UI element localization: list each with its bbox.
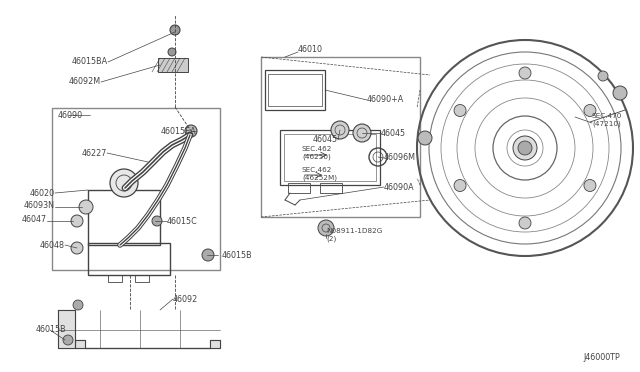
- Circle shape: [353, 124, 371, 142]
- Bar: [52, 108, 220, 270]
- Circle shape: [331, 121, 349, 139]
- Text: 46015B: 46015B: [222, 250, 253, 260]
- Circle shape: [518, 141, 532, 155]
- Bar: [320, 183, 342, 193]
- Bar: [158, 58, 188, 72]
- Bar: [284, 134, 376, 181]
- Text: 46015C: 46015C: [167, 217, 198, 225]
- Circle shape: [584, 105, 596, 116]
- Bar: [108, 275, 122, 282]
- Bar: [88, 243, 170, 275]
- Circle shape: [584, 180, 596, 192]
- Text: SEC.462
(46250): SEC.462 (46250): [302, 146, 332, 160]
- Circle shape: [454, 105, 466, 116]
- Circle shape: [170, 25, 180, 35]
- Text: 46045: 46045: [313, 135, 338, 144]
- Circle shape: [598, 71, 608, 81]
- Circle shape: [79, 200, 93, 214]
- Text: 46090: 46090: [58, 110, 83, 119]
- Text: 46047: 46047: [22, 215, 47, 224]
- Text: 46020: 46020: [30, 189, 55, 198]
- Circle shape: [71, 242, 83, 254]
- Text: SEC.470
(47210): SEC.470 (47210): [592, 113, 622, 127]
- Text: J46000TP: J46000TP: [583, 353, 620, 362]
- Bar: [265, 70, 325, 110]
- Bar: [135, 275, 149, 282]
- Bar: [268, 74, 322, 106]
- Text: 46090A: 46090A: [384, 183, 415, 192]
- Circle shape: [152, 216, 162, 226]
- Text: 46015BA: 46015BA: [72, 58, 108, 67]
- Circle shape: [613, 86, 627, 100]
- Circle shape: [318, 220, 334, 236]
- Text: 46045: 46045: [381, 128, 406, 138]
- Text: SEC.462
(46252M): SEC.462 (46252M): [302, 167, 337, 181]
- Circle shape: [418, 131, 432, 145]
- Bar: [280, 130, 380, 185]
- Text: N08911-1D82G
(2): N08911-1D82G (2): [326, 228, 382, 242]
- Circle shape: [168, 48, 176, 56]
- Text: 46090+A: 46090+A: [367, 96, 404, 105]
- Text: 46048: 46048: [40, 241, 65, 250]
- Bar: [288, 183, 310, 193]
- Text: 46096M: 46096M: [384, 154, 416, 163]
- Text: 46015B: 46015B: [36, 326, 67, 334]
- Text: 46227: 46227: [82, 148, 107, 157]
- Bar: [88, 190, 160, 245]
- Text: 46092: 46092: [173, 295, 198, 304]
- Circle shape: [110, 169, 138, 197]
- Circle shape: [519, 217, 531, 229]
- Text: 46093N: 46093N: [24, 202, 55, 211]
- Text: 46010: 46010: [298, 45, 323, 55]
- Circle shape: [513, 136, 537, 160]
- Circle shape: [63, 335, 73, 345]
- Circle shape: [73, 300, 83, 310]
- Text: 46015EA: 46015EA: [161, 126, 196, 135]
- Circle shape: [185, 125, 197, 137]
- Circle shape: [202, 249, 214, 261]
- Polygon shape: [58, 310, 220, 348]
- Circle shape: [71, 215, 83, 227]
- Circle shape: [454, 180, 466, 192]
- Bar: [261, 57, 420, 217]
- Text: 46092M: 46092M: [69, 77, 101, 87]
- Circle shape: [519, 67, 531, 79]
